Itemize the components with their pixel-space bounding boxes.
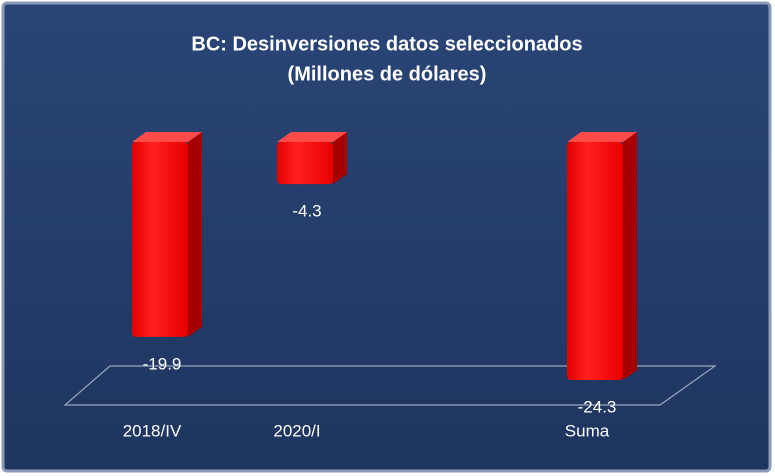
- bar: [277, 142, 333, 185]
- chart-title: BC: Desinversiones datos seleccionados: [191, 33, 582, 55]
- bar-side: [188, 132, 202, 337]
- bar-top: [132, 132, 202, 142]
- plot: 2018/IV -19.9 2020/I -4.3 Suma -24.3: [123, 132, 637, 440]
- bar-top: [277, 132, 347, 142]
- x-tick-label: 2020/I: [273, 421, 320, 440]
- x-tick-label: 2018/IV: [123, 421, 182, 440]
- bar-side: [333, 132, 347, 185]
- data-label: -19.9: [143, 354, 182, 373]
- data-label: -24.3: [578, 397, 617, 416]
- bar: [567, 142, 623, 380]
- x-tick-label: Suma: [565, 421, 610, 440]
- bar: [132, 142, 188, 337]
- chart-subtitle: (Millones de dólares): [288, 63, 487, 85]
- floor: [63, 365, 717, 406]
- bar-side: [623, 132, 637, 380]
- bar-top: [567, 132, 637, 142]
- data-label: -4.3: [292, 202, 321, 221]
